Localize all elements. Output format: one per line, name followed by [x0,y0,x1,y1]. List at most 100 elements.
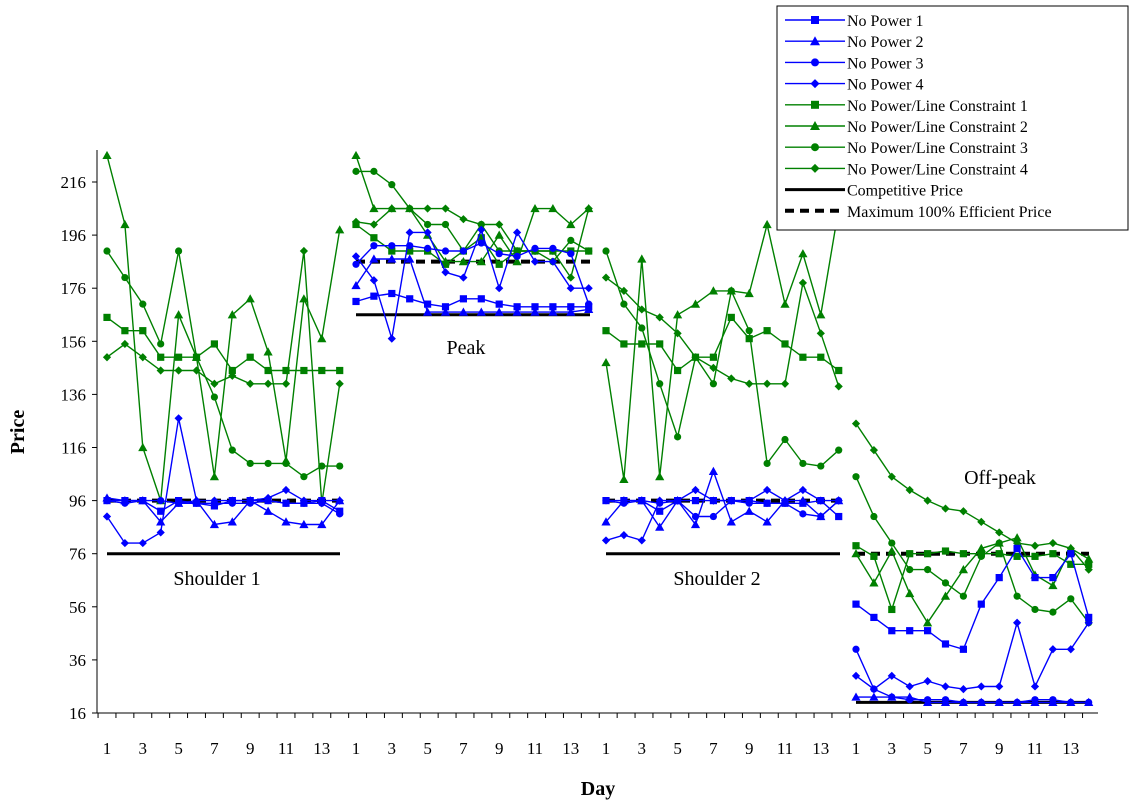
data-point [835,366,843,375]
data-point [1084,565,1093,574]
data-point [369,203,379,213]
data-point [441,303,450,311]
data-point [318,366,326,375]
series-no-power-2 [351,254,594,316]
legend-label: No Power/Line Constraint 2 [847,119,1028,136]
data-point [906,566,914,574]
data-point [1085,698,1093,706]
data-point [138,538,147,548]
x-tick-label: 3 [888,739,897,758]
data-point [1013,552,1021,560]
data-point [548,257,557,266]
data-point [744,506,754,515]
data-point [852,600,860,608]
x-tick-label: 1 [852,739,861,758]
data-point [174,310,184,319]
data-point [959,645,967,653]
data-point [656,340,664,348]
data-point [513,303,521,311]
data-point [780,299,790,308]
data-point [512,257,522,266]
data-point [281,485,291,495]
data-point [941,579,950,587]
series-layer [102,150,1094,706]
data-point [763,379,772,388]
data-point [209,519,219,529]
y-tick-label: 136 [61,385,87,404]
data-point [120,219,130,229]
data-point [318,462,326,470]
data-point [476,257,486,266]
data-point [941,682,950,691]
data-point [1067,560,1075,568]
series-no-power-line-constraint-2 [102,150,345,505]
data-point [531,303,539,311]
data-point [459,295,467,303]
data-point [816,329,825,338]
data-point [139,300,147,308]
x-tick-label: 1 [352,739,361,758]
y-tick-label: 96 [69,492,86,511]
data-point [387,254,397,263]
data-point [192,366,201,375]
data-point [744,288,754,298]
series-no-power-3 [852,645,1093,706]
data-point [655,496,664,505]
data-point [440,257,451,266]
data-point [174,366,183,375]
data-point [905,682,914,691]
data-point [102,512,112,521]
data-point [388,181,396,189]
x-tick-label: 13 [562,739,579,758]
data-point [995,539,1003,547]
series-no-power-3 [352,239,593,308]
data-point [887,472,896,481]
data-point [441,220,450,229]
data-point [210,393,218,401]
data-point [566,219,576,229]
data-point [869,692,879,701]
data-point [1013,544,1021,552]
x-tick-label: 9 [495,739,504,758]
data-point [584,284,593,293]
data-point [336,462,344,470]
data-point [209,472,219,481]
data-point [798,249,808,258]
data-point [977,698,985,706]
data-point [246,353,254,361]
data-point [299,294,309,303]
x-tick-label: 13 [1062,739,1079,758]
data-point [351,217,361,226]
x-tick-label: 5 [174,739,183,758]
data-point [708,286,718,295]
data-point [727,374,736,383]
series-no-power-line-constraint-4 [102,246,344,508]
series-line [106,250,341,504]
data-point [264,366,272,375]
data-point [941,696,950,704]
data-point [174,414,183,423]
data-point [424,244,432,252]
data-point [690,299,701,308]
data-point [139,497,147,505]
y-tick-label: 196 [61,226,87,245]
data-point [495,220,504,229]
data-point [157,507,165,515]
data-point [245,294,255,303]
data-point [317,334,327,343]
data-point [816,496,825,505]
data-point [459,215,468,224]
data-point [1085,560,1093,568]
data-point [1030,541,1040,550]
data-point [157,340,165,348]
x-tick-label: 3 [139,739,148,758]
data-point [175,247,183,255]
data-point [548,203,558,213]
data-point [655,313,664,322]
series-line [355,258,589,313]
data-point [156,366,165,375]
legend-entry: No Power/Line Constraint 2 [785,119,1028,136]
data-point [887,546,897,555]
data-point [709,380,718,388]
data-point [780,379,790,388]
